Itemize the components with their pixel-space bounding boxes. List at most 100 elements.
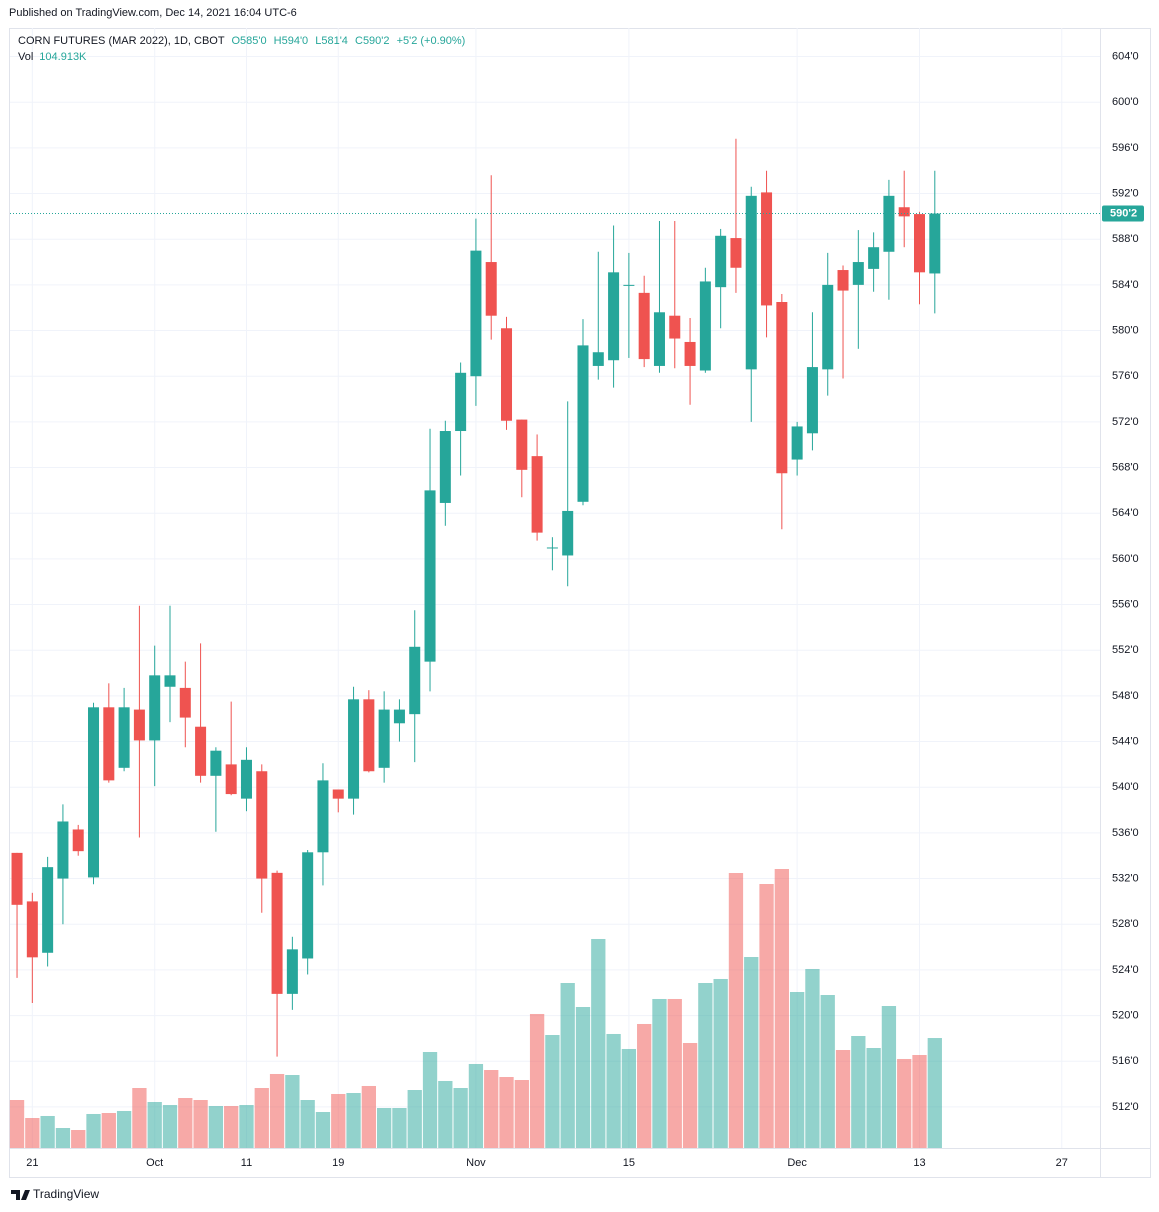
volume-bar <box>698 983 713 1148</box>
candle-body <box>164 675 176 687</box>
candle-body <box>286 949 298 994</box>
candle-body <box>852 262 864 285</box>
volume-bar <box>759 883 774 1148</box>
volume-bar <box>116 1110 132 1148</box>
candle-body <box>72 829 84 852</box>
y-tick-label: 524'0 <box>1112 964 1139 976</box>
volume-bar <box>40 1115 55 1148</box>
x-tick-label: Oct <box>146 1157 163 1169</box>
volume-bar <box>55 1128 71 1148</box>
volume-bar <box>468 1063 484 1148</box>
candle-body <box>562 510 574 556</box>
candle-body <box>149 675 161 741</box>
volume-bar <box>101 1113 116 1148</box>
volume-bar <box>162 1105 178 1148</box>
y-tick-label: 536'0 <box>1112 827 1139 839</box>
candle-body <box>868 247 880 269</box>
volume-bar <box>927 1038 942 1148</box>
y-tick-label: 604'0 <box>1112 50 1139 62</box>
logo <box>11 1190 30 1200</box>
candle-body <box>240 759 252 799</box>
volume-bar <box>361 1085 376 1148</box>
volume-bar <box>9 1100 25 1148</box>
volume-bar <box>606 1033 621 1148</box>
candle-body <box>516 419 528 470</box>
candle-body <box>195 726 207 776</box>
y-tick-label: 528'0 <box>1112 918 1139 930</box>
candle-body <box>348 699 360 799</box>
high-label: H594'0 <box>273 35 309 47</box>
x-tick-label: 15 <box>623 1157 635 1169</box>
open-label: O585'0 <box>231 35 267 47</box>
volume-bar <box>300 1100 315 1148</box>
volume-bar <box>254 1088 269 1148</box>
volume-bar <box>407 1090 422 1148</box>
volume-bar <box>728 873 744 1148</box>
y-tick-label: 532'0 <box>1112 872 1139 884</box>
volume-bar <box>224 1105 239 1148</box>
candle-body <box>302 852 314 959</box>
volume-bar <box>193 1100 208 1148</box>
volume-bar <box>851 1035 866 1148</box>
candle-body <box>378 709 390 768</box>
candle-body <box>409 646 421 715</box>
volume-bar <box>331 1093 346 1148</box>
candle-body <box>653 312 665 366</box>
candle-body <box>837 270 849 291</box>
y-tick-label: 516'0 <box>1112 1055 1139 1067</box>
candle-body <box>103 707 115 781</box>
candle-body <box>913 214 926 273</box>
candle-body <box>730 238 742 268</box>
y-tick-label: 596'0 <box>1112 142 1139 154</box>
y-tick-label: 600'0 <box>1112 96 1139 108</box>
low-label: L581'4 <box>315 35 348 47</box>
candle-body <box>608 272 620 361</box>
candle-body <box>592 352 604 366</box>
volume-bar <box>713 978 728 1148</box>
footer: TradingView <box>33 1187 100 1201</box>
candle-body <box>26 901 38 958</box>
volume-bar <box>805 968 820 1148</box>
chart-frame <box>9 28 1151 1178</box>
volume-bar <box>591 938 606 1148</box>
candle-body <box>57 821 69 879</box>
candle-body <box>546 547 558 549</box>
volume-bar <box>621 1048 637 1148</box>
candle-body <box>745 195 757 370</box>
volume-bar <box>560 983 575 1148</box>
legend-header: CORN FUTURES (MAR 2022), 1D, CBOT O585'0… <box>18 35 465 47</box>
candle-body <box>638 292 650 360</box>
volume-bar <box>545 1035 560 1148</box>
candle-body <box>455 372 467 432</box>
y-tick-label: 592'0 <box>1112 187 1139 199</box>
price-label-box <box>1102 205 1144 222</box>
x-tick-label: 13 <box>913 1157 925 1169</box>
volume-bar <box>667 998 682 1148</box>
volume-bar <box>789 992 805 1148</box>
y-tick-label: 520'0 <box>1112 1009 1139 1021</box>
candle-body <box>118 707 130 768</box>
candle-body <box>577 345 589 502</box>
candle-body <box>761 192 773 306</box>
close-label: C590'2 <box>355 35 390 47</box>
y-tick-label: 576'0 <box>1112 370 1139 382</box>
volume-bar <box>315 1112 331 1148</box>
volume-legend: Vol 104.913K <box>18 51 86 63</box>
volume-bar <box>208 1105 224 1148</box>
volume-bar <box>637 1023 652 1148</box>
volume-bar <box>897 1058 912 1148</box>
volume-bar <box>881 1006 897 1148</box>
volume-bar <box>239 1105 254 1148</box>
candle-body <box>822 284 834 370</box>
volume-value: 104.913K <box>39 51 87 63</box>
x-tick-label: Dec <box>787 1157 807 1169</box>
candle-body <box>133 709 145 741</box>
candle-body <box>393 709 405 724</box>
candle-body <box>11 852 23 905</box>
volume-bar <box>484 1070 499 1148</box>
candle-body <box>669 315 681 339</box>
y-tick-label: 548'0 <box>1112 690 1139 702</box>
price-label: 590'2 <box>1110 207 1137 219</box>
candle-body <box>179 687 191 718</box>
x-tick-label: 21 <box>26 1157 38 1169</box>
